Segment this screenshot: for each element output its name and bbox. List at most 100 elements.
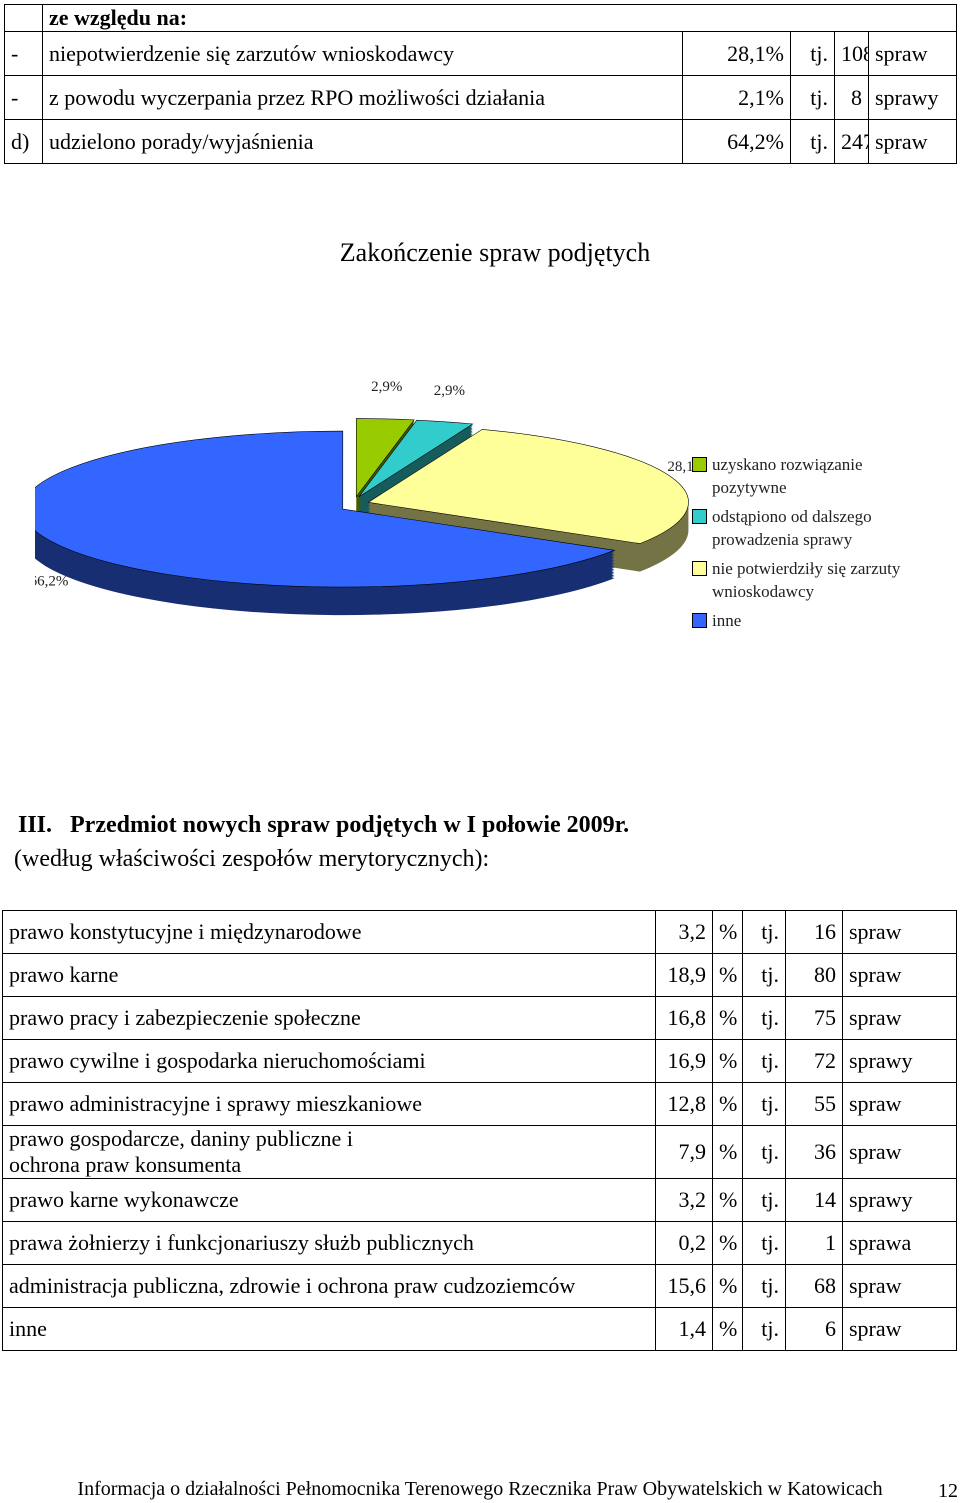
legend-item: nie potwierdziły się zarzuty wnioskodawc… <box>692 557 932 603</box>
cell: 8 <box>834 75 869 120</box>
cell: 80 <box>785 953 843 997</box>
pie: 2,9% 2,9%28,1%66,2% <box>30 379 706 616</box>
cell: prawo karne wykonawcze <box>2 1178 656 1222</box>
cell: 72 <box>785 1039 843 1083</box>
cell: spraw <box>842 1264 957 1308</box>
cell: prawo cywilne i gospodarka nieruchomości… <box>2 1039 656 1083</box>
legend-swatch <box>692 613 707 628</box>
cell: tj. <box>742 953 786 997</box>
cell: 16,8 <box>655 996 713 1040</box>
row: d) udzielono porady/wyjaśnienia 64,2% tj. 24… <box>4 119 957 164</box>
cell: tj. <box>742 1125 786 1179</box>
cell: 1,4 <box>655 1307 713 1351</box>
cell: spraw <box>842 1125 957 1179</box>
legend-swatch <box>692 457 707 472</box>
row: administracja publiczna, zdrowie i ochro… <box>2 1264 957 1308</box>
cell: spraw <box>842 1307 957 1351</box>
legend-label: inne <box>712 611 742 630</box>
cell: 55 <box>785 1082 843 1126</box>
page-number: 12 <box>938 1480 958 1502</box>
cell: 7,9 <box>655 1125 713 1179</box>
row: inne 1,4% tj. 6 spraw <box>2 1307 957 1351</box>
row: ze względu na: <box>4 4 957 32</box>
cell: 18,9 <box>655 953 713 997</box>
cell: spraw <box>842 1082 957 1126</box>
value-label: 2,9% <box>434 383 465 399</box>
row: prawo konstytucyjne i międzynarodowe 3,2%… <box>2 910 957 954</box>
cell: 6 <box>785 1307 843 1351</box>
cell: tj. <box>790 75 835 120</box>
cell: % <box>712 1039 743 1083</box>
value-label: 66,2% <box>30 574 69 590</box>
cell: spraw <box>868 31 957 76</box>
cell: 16 <box>785 910 843 954</box>
cell: prawa żołnierzy i funkcjonariuszy służb … <box>2 1221 656 1265</box>
row: prawo gospodarcze, daniny publiczne i oc… <box>2 1125 957 1179</box>
slice <box>358 419 474 498</box>
cell: 3,2 <box>655 910 713 954</box>
cell: tj. <box>742 1221 786 1265</box>
legend-label: odstąpiono od dalszego prowadzenia spraw… <box>712 507 872 549</box>
footer: Informacja o działalności Pełnomocnika T… <box>77 1478 883 1500</box>
row: prawo pracy i zabezpieczenie społeczne 16… <box>2 996 957 1040</box>
cell: % <box>712 910 743 954</box>
cell: % <box>712 1125 743 1179</box>
cell: prawo administracyjne i sprawy mieszkani… <box>2 1082 656 1126</box>
cell: d) <box>4 119 43 164</box>
cell: 16,9 <box>655 1039 713 1083</box>
top-table: ze względu na: - niepotwierdzenie się zarz… <box>4 4 957 164</box>
section-subheading: (według właściwości zespołów merytoryczn… <box>14 846 490 872</box>
cell: % <box>712 1264 743 1308</box>
cell: 0,2 <box>655 1221 713 1265</box>
cell: % <box>712 1178 743 1222</box>
cell: 68 <box>785 1264 843 1308</box>
slice <box>367 429 689 544</box>
cell: % <box>712 953 743 997</box>
legend-item: uzyskano rozwiązanie pozytywne <box>692 453 932 499</box>
heading-cell: ze względu na: <box>42 4 957 32</box>
cell <box>4 4 43 32</box>
cell: 2,1% <box>682 75 791 120</box>
cell: administracja publiczna, zdrowie i ochro… <box>2 1264 656 1308</box>
cell: tj. <box>742 1082 786 1126</box>
cell: tj. <box>742 910 786 954</box>
cell: 247 <box>834 119 869 164</box>
table: prawo konstytucyjne i międzynarodowe 3,2%… <box>2 910 957 1351</box>
cell: spraw <box>842 996 957 1040</box>
cell: tj. <box>742 1039 786 1083</box>
legend-swatch <box>692 509 707 524</box>
cell: prawo gospodarcze, daniny publiczne i oc… <box>2 1125 656 1179</box>
cell: 12,8 <box>655 1082 713 1126</box>
legend-item: odstąpiono od dalszego prowadzenia spraw… <box>692 505 932 551</box>
chart: Zakończenie spraw podjętych 2,9% 2,9%28,1… <box>30 238 706 616</box>
legend-swatch <box>692 561 707 576</box>
cell: sprawa <box>842 1221 957 1265</box>
cell: udzielono porady/wyjaśnienia <box>42 119 683 164</box>
chart-title: Zakończenie spraw podjętych <box>340 238 650 267</box>
section-heading: III. Przedmiot nowych spraw podjętych w … <box>18 812 630 838</box>
cell: prawo konstytucyjne i międzynarodowe <box>2 910 656 954</box>
row: prawo cywilne i gospodarka nieruchomości… <box>2 1039 957 1083</box>
cell: tj. <box>742 1178 786 1222</box>
cell: spraw <box>842 953 957 997</box>
legend-label: uzyskano rozwiązanie pozytywne <box>712 455 863 497</box>
row: prawo karne wykonawcze 3,2% tj. 14 sprawy <box>2 1178 957 1222</box>
cell: % <box>712 996 743 1040</box>
cell: prawo pracy i zabezpieczenie społeczne <box>2 996 656 1040</box>
cell: 14 <box>785 1178 843 1222</box>
cell: inne <box>2 1307 656 1351</box>
cell: tj. <box>742 1264 786 1308</box>
row: - niepotwierdzenie się zarzutów wnioskoda… <box>4 31 957 76</box>
legend-item: inne <box>692 609 932 632</box>
legend: uzyskano rozwiązanie pozytywne odstąpiono… <box>692 453 932 638</box>
cell: tj. <box>742 1307 786 1351</box>
cell: 36 <box>785 1125 843 1179</box>
cell: 15,6 <box>655 1264 713 1308</box>
cell: spraw <box>842 910 957 954</box>
cell: spraw <box>868 119 957 164</box>
cell: sprawy <box>842 1178 957 1222</box>
cell: 75 <box>785 996 843 1040</box>
cell: tj. <box>790 119 835 164</box>
legend-label: nie potwierdziły się zarzuty wnioskodawc… <box>712 559 901 601</box>
